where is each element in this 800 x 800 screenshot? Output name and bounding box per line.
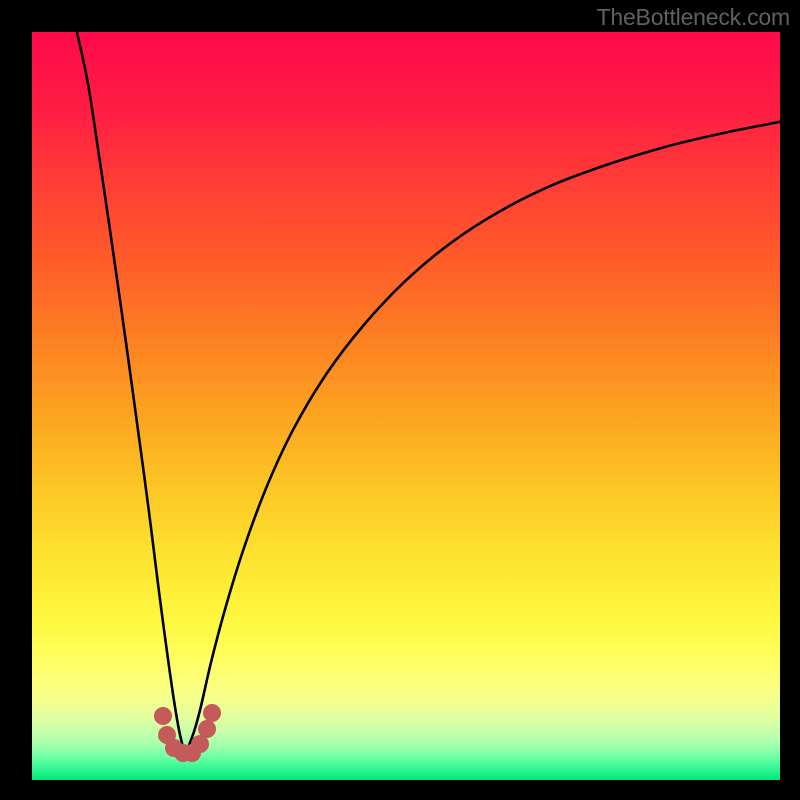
benchmark-marker <box>203 704 221 722</box>
watermark-text: TheBottleneck.com <box>597 4 790 31</box>
bottleneck-curve <box>77 32 780 750</box>
benchmark-marker <box>154 707 172 725</box>
plot-area <box>32 32 780 780</box>
benchmark-marker <box>198 720 216 738</box>
curve-svg <box>32 32 780 780</box>
